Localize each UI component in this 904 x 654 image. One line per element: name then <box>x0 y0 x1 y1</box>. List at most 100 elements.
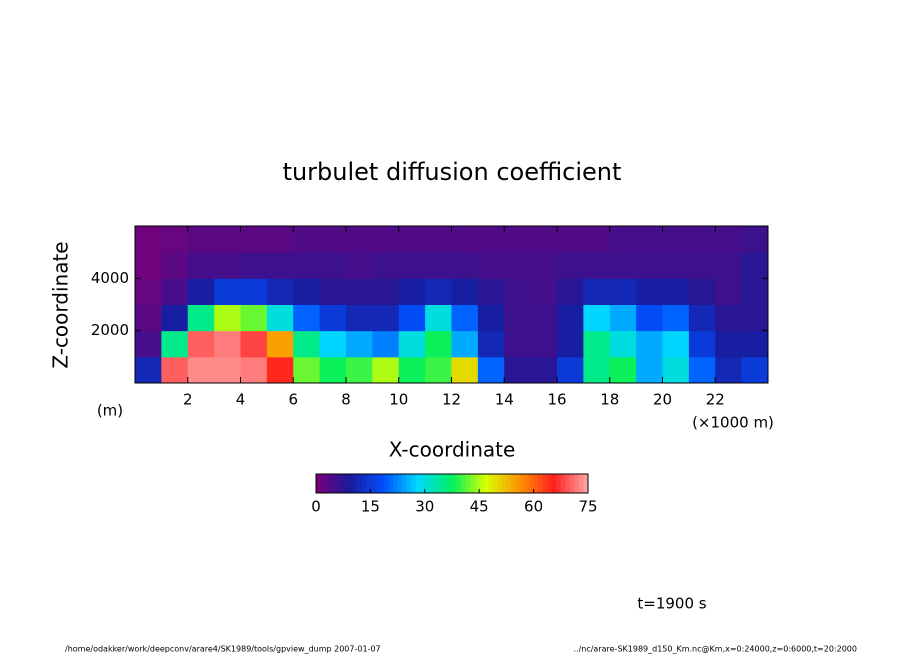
heatmap-cell <box>741 252 769 279</box>
heatmap-cell <box>451 356 479 384</box>
heatmap-cell <box>609 252 637 279</box>
heatmap-cell <box>187 252 215 279</box>
colorbar-step <box>402 474 408 493</box>
heatmap-cell <box>293 278 321 305</box>
heatmap-cell <box>715 330 743 358</box>
colorbar-step <box>551 474 557 493</box>
heatmap-cell <box>135 226 162 253</box>
heatmap-cell <box>609 304 637 332</box>
heatmap-cell <box>557 278 584 305</box>
heatmap-cell <box>319 330 347 358</box>
heatmap-cell <box>293 356 321 384</box>
colorbar-step <box>352 474 358 493</box>
heatmap-cell <box>135 330 162 358</box>
heatmap-cell <box>346 252 373 279</box>
heatmap-cell <box>372 226 400 253</box>
heatmap-cell <box>187 226 215 253</box>
heatmap-cell <box>293 252 321 279</box>
colorbar-step <box>515 474 521 493</box>
heatmap-cell <box>715 304 743 332</box>
heatmap-cell <box>214 356 241 384</box>
x-tick-label: 8 <box>341 391 351 409</box>
heatmap-cell <box>741 226 769 253</box>
heatmap-cell <box>662 330 690 358</box>
heatmap-cell <box>688 304 716 332</box>
colorbar-step <box>320 474 326 493</box>
x-tick-label: 22 <box>706 391 725 409</box>
heatmap-cell <box>161 278 189 305</box>
heatmap-cell <box>557 252 584 279</box>
colorbar-step <box>374 474 380 493</box>
x-axis-label: X-coordinate <box>389 438 516 462</box>
heatmap-cell <box>346 304 373 332</box>
heatmap-cell <box>240 226 268 253</box>
colorbar-step <box>510 474 516 493</box>
heatmap-cell <box>636 330 663 358</box>
footer-left: /home/odakker/work/deepconv/arare4/SK198… <box>65 645 381 654</box>
heatmap-cell <box>240 356 268 384</box>
heatmap-cell <box>214 226 241 253</box>
x-tick-label: 6 <box>288 391 298 409</box>
colorbar-step <box>497 474 503 493</box>
heatmap-cell <box>583 278 611 305</box>
heatmap-cell <box>741 356 769 384</box>
colorbar-tick-label: 15 <box>361 498 380 516</box>
heatmap-cell <box>662 278 690 305</box>
y-axis-label: Z-coordinate <box>49 241 73 368</box>
colorbar-step <box>569 474 575 493</box>
heatmap-cell <box>372 252 400 279</box>
heatmap-cell <box>609 330 637 358</box>
colorbar-step <box>483 474 489 493</box>
heatmap-cell <box>477 252 505 279</box>
colorbar-step <box>325 474 331 493</box>
heatmap-cell <box>715 252 743 279</box>
heatmap-cell <box>425 356 452 384</box>
colorbar-step <box>338 474 344 493</box>
heatmap-cell <box>477 330 505 358</box>
colorbar-step <box>379 474 385 493</box>
colorbar-step <box>470 474 476 493</box>
heatmap-cell <box>398 304 426 332</box>
heatmap-cell <box>504 252 532 279</box>
heatmap-cell <box>530 226 558 253</box>
heatmap-cell <box>636 304 663 332</box>
heatmap-cell <box>636 226 663 253</box>
colorbar-step <box>388 474 394 493</box>
heatmap-cells <box>135 226 769 384</box>
colorbar-step <box>420 474 426 493</box>
heatmap-cell <box>398 252 426 279</box>
heatmap-cell <box>266 330 294 358</box>
heatmap-cell <box>240 330 268 358</box>
x-tick-label: 18 <box>600 391 619 409</box>
heatmap-cell <box>187 304 215 332</box>
y-unit: (m) <box>97 402 123 420</box>
colorbar-step <box>411 474 417 493</box>
colorbar-tick-label: 0 <box>311 498 321 516</box>
x-tick-label: 4 <box>236 391 246 409</box>
heatmap-cell <box>346 278 373 305</box>
heatmap-cell <box>240 252 268 279</box>
colorbar-step <box>456 474 462 493</box>
heatmap-cell <box>583 304 611 332</box>
heatmap-cell <box>557 226 584 253</box>
heatmap-cell <box>451 278 479 305</box>
colorbar-step <box>547 474 553 493</box>
heatmap-cell <box>583 226 611 253</box>
heatmap-cell <box>504 226 532 253</box>
heatmap-cell <box>161 226 189 253</box>
heatmap-cell <box>688 252 716 279</box>
heatmap-cell <box>266 356 294 384</box>
heatmap-cell <box>398 226 426 253</box>
heatmap-cell <box>504 356 532 384</box>
colorbar-step <box>329 474 335 493</box>
colorbar-step <box>347 474 353 493</box>
heatmap-cell <box>266 252 294 279</box>
heatmap-cell <box>266 278 294 305</box>
heatmap-cell <box>372 356 400 384</box>
colorbar-step <box>524 474 530 493</box>
colorbar-step <box>542 474 548 493</box>
colorbar-tick-label: 75 <box>578 498 597 516</box>
colorbar-step <box>574 474 580 493</box>
heatmap-cell <box>688 330 716 358</box>
